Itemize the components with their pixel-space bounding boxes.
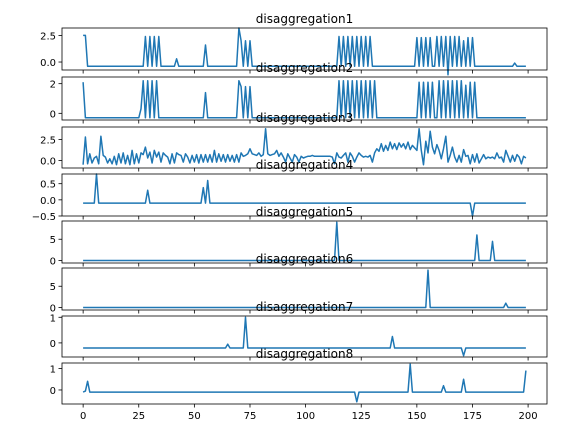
subplot-8: 0 1 0 25 50 75 100 125 150 175 200 disaggregation8 bbox=[50, 347, 548, 422]
subplot-4: −0.5 0.0 0.5 disaggregation4 bbox=[32, 158, 548, 223]
subplot-3: 0.0 2.5 disaggregation3 bbox=[40, 111, 548, 172]
series-line-4 bbox=[83, 173, 526, 217]
series-line-1 bbox=[83, 27, 526, 76]
subplot-title: disaggregation4 bbox=[256, 158, 353, 172]
subplot-title: disaggregation8 bbox=[256, 347, 353, 361]
series-line-7 bbox=[83, 316, 526, 357]
y-tick-label: 0.0 bbox=[40, 156, 56, 167]
x-tick-label: 200 bbox=[519, 411, 538, 422]
series-line-2 bbox=[82, 79, 526, 119]
x-tick-label: 125 bbox=[352, 411, 371, 422]
axes-frame-7 bbox=[61, 315, 548, 358]
series-line-5 bbox=[83, 221, 526, 262]
y-tick-label: 0.0 bbox=[40, 58, 56, 69]
y-tick-label: −0.5 bbox=[32, 212, 56, 223]
x-tick-label: 150 bbox=[407, 411, 426, 422]
y-tick-label: 2 bbox=[50, 80, 56, 91]
y-tick-label: 0.0 bbox=[40, 196, 56, 207]
x-tick-label: 0 bbox=[80, 411, 86, 422]
y-tick-label: 2.5 bbox=[40, 31, 56, 42]
y-tick-label: 5 bbox=[50, 282, 56, 293]
y-tick-label: 1 bbox=[50, 313, 56, 324]
y-tick-label: 0 bbox=[50, 256, 56, 267]
subplot-6: 0 5 disaggregation6 bbox=[50, 252, 548, 314]
subplot-title: disaggregation7 bbox=[256, 300, 353, 314]
y-tick-label: 0 bbox=[50, 339, 56, 350]
y-tick-label: 0 bbox=[50, 109, 56, 120]
y-tick-label: 2.5 bbox=[40, 136, 56, 147]
series-line-8 bbox=[82, 363, 527, 403]
x-tick-label: 25 bbox=[132, 411, 145, 422]
axes-frame-4 bbox=[61, 173, 548, 217]
y-tick-label: 0 bbox=[50, 386, 56, 397]
x-tick-label: 175 bbox=[463, 411, 482, 422]
axes-frame-1 bbox=[61, 27, 548, 71]
series-line-3 bbox=[82, 127, 527, 166]
axes-frame-2 bbox=[61, 76, 548, 121]
y-tick-label: 0 bbox=[50, 303, 56, 314]
y-tick-label: 5 bbox=[50, 235, 56, 246]
x-tick-label: 50 bbox=[188, 411, 201, 422]
subplot-1: 0.0 2.5 disaggregation1 bbox=[40, 12, 548, 76]
subplot-5: 0 5 disaggregation5 bbox=[50, 205, 548, 267]
y-tick-label: 1 bbox=[50, 364, 56, 375]
series-line-6 bbox=[83, 269, 526, 309]
x-tick-label: 75 bbox=[244, 411, 257, 422]
axes-frame-3 bbox=[61, 126, 548, 169]
subplot-title: disaggregation3 bbox=[256, 111, 353, 125]
subplot-title: disaggregation6 bbox=[256, 252, 353, 266]
subplot-title: disaggregation5 bbox=[256, 205, 353, 219]
subplot-title: disaggregation2 bbox=[256, 61, 353, 75]
axes-frame-8 bbox=[61, 362, 548, 405]
y-tick-label: 0.5 bbox=[40, 180, 56, 191]
axes-frame-5 bbox=[61, 220, 548, 264]
x-tick-label: 100 bbox=[296, 411, 315, 422]
subplot-title: disaggregation1 bbox=[256, 12, 353, 26]
subplot-2: 0 2 disaggregation2 bbox=[50, 61, 548, 124]
axes-frame-6 bbox=[61, 267, 548, 311]
